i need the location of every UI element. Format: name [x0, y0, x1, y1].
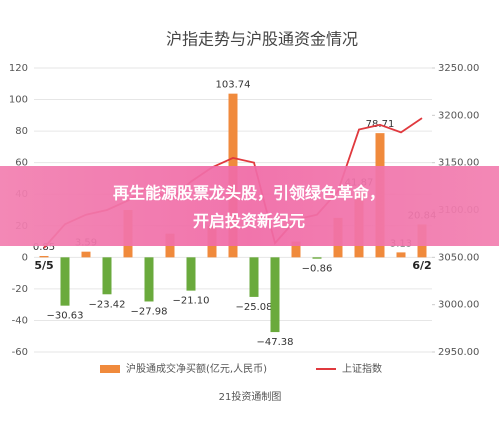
y-tick-label: -60	[12, 347, 28, 358]
data-label: −47.38	[256, 337, 293, 348]
banner	[0, 166, 499, 246]
y-tick-label: 60	[15, 158, 28, 169]
data-label: −30.63	[46, 311, 83, 322]
y-tick-label: 0	[22, 252, 28, 263]
y2-tick-label: 3000.00	[438, 300, 479, 311]
y-tick-label: 80	[15, 126, 28, 137]
data-label: −25.08	[235, 302, 272, 313]
y2-tick-label: 3150.00	[438, 158, 479, 169]
bar	[270, 257, 280, 333]
banner-line: 开启投资新纪元	[193, 212, 305, 231]
legend-label: 上证指数	[342, 362, 382, 375]
x-tick-label: 6/2	[412, 259, 431, 272]
data-label: −21.10	[172, 296, 209, 307]
legend-swatch	[100, 365, 120, 373]
bar	[396, 252, 406, 258]
bar	[249, 257, 259, 297]
bar	[39, 255, 49, 258]
source: 21投资通制图	[219, 390, 282, 403]
bar	[144, 257, 154, 302]
y2-tick-label: 2950.00	[438, 347, 479, 358]
data-label: −23.42	[88, 299, 125, 310]
y-tick-label: 100	[9, 95, 28, 106]
data-label: −0.86	[302, 264, 333, 275]
y2-tick-label: 3050.00	[438, 252, 479, 263]
y-tick-label: -20	[12, 284, 28, 295]
data-label: 103.74	[216, 80, 251, 91]
y-tick-label: -40	[12, 315, 28, 326]
bar	[60, 257, 70, 306]
banner-line: 再生能源股票龙头股，引领绿色革命，	[113, 184, 385, 203]
bar	[312, 257, 322, 259]
data-label: −27.98	[130, 306, 167, 317]
bar	[102, 257, 112, 295]
legend-label: 沪股通成交净买额(亿元,人民币)	[126, 362, 267, 375]
chart-title: 沪指走势与沪股通资金情况	[166, 30, 358, 49]
y-tick-label: 120	[9, 63, 28, 74]
bar	[186, 257, 196, 291]
bar	[81, 251, 91, 258]
x-tick-label: 5/5	[34, 259, 53, 272]
y2-tick-label: 3200.00	[438, 110, 479, 121]
y2-tick-label: 3250.00	[438, 63, 479, 74]
bar	[291, 241, 301, 258]
